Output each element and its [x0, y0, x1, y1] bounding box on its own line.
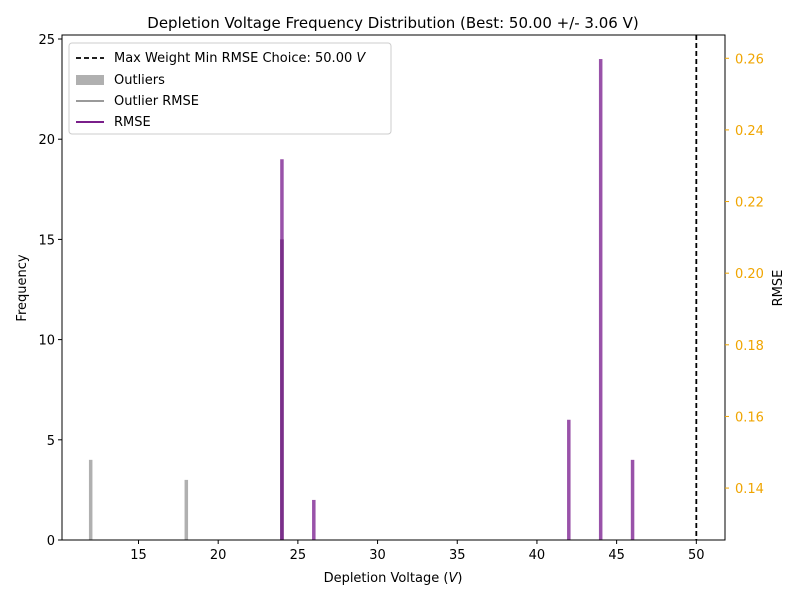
rmse-bar-1	[312, 499, 316, 540]
y-tick-label: 0	[47, 534, 55, 549]
x-tick-label: 50	[688, 548, 705, 563]
rmse-bar-2	[567, 419, 571, 540]
legend-outliers-swatch	[76, 75, 104, 85]
legend-outlier-rmse-label: Outlier RMSE	[114, 94, 199, 109]
y-tick-label: 10	[38, 334, 55, 349]
x-tick-label: 20	[210, 548, 227, 563]
y-axis-right: 0.14 0.16 0.18 0.20 0.22 0.24 0.26	[725, 52, 764, 497]
legend-outliers-label: Outliers	[114, 73, 165, 88]
x-axis: 15 20 25 30 35 40 45 50	[130, 540, 705, 563]
outlier-bar-1	[184, 479, 189, 540]
x-axis-label: Depletion Voltage (V)	[324, 571, 463, 586]
x-tick-label: 25	[290, 548, 307, 563]
y-tick-label: 15	[38, 233, 55, 248]
overlap-bar-2	[280, 239, 284, 540]
y-right-tick-label: 0.16	[735, 410, 764, 425]
rmse-bar-4	[630, 459, 635, 540]
x-tick-label: 30	[369, 548, 386, 563]
chart-title: Depletion Voltage Frequency Distribution…	[147, 14, 638, 32]
y-right-tick-label: 0.22	[735, 196, 764, 211]
y-axis-left: 0 5 10 15 20 25	[38, 33, 62, 549]
x-tick-label: 40	[529, 548, 546, 563]
plot-frame	[61, 34, 726, 541]
y-right-tick-label: 0.26	[735, 52, 764, 67]
y-tick-label: 5	[47, 434, 55, 449]
x-tick-label: 15	[130, 548, 147, 563]
y-axis-label: Frequency	[15, 254, 30, 321]
y-axis-right-label: RMSE	[771, 270, 786, 307]
y-right-tick-label: 0.24	[735, 124, 764, 139]
y-right-tick-label: 0.18	[735, 339, 764, 354]
plot-area	[88, 35, 698, 541]
y-tick-label: 25	[38, 33, 55, 48]
outlier-bar-0	[88, 459, 93, 540]
x-tick-label: 45	[608, 548, 625, 563]
x-tick-label: 35	[449, 548, 466, 563]
y-right-tick-label: 0.20	[735, 267, 764, 282]
legend: Max Weight Min RMSE Choice: 50.00 V Outl…	[68, 42, 392, 135]
y-tick-label: 20	[38, 133, 55, 148]
y-right-tick-label: 0.14	[735, 482, 764, 497]
legend-best-label: Max Weight Min RMSE Choice: 50.00 V	[114, 51, 366, 66]
rmse-bar-3	[598, 59, 603, 541]
legend-box	[68, 42, 392, 135]
legend-rmse-label: RMSE	[114, 115, 151, 130]
